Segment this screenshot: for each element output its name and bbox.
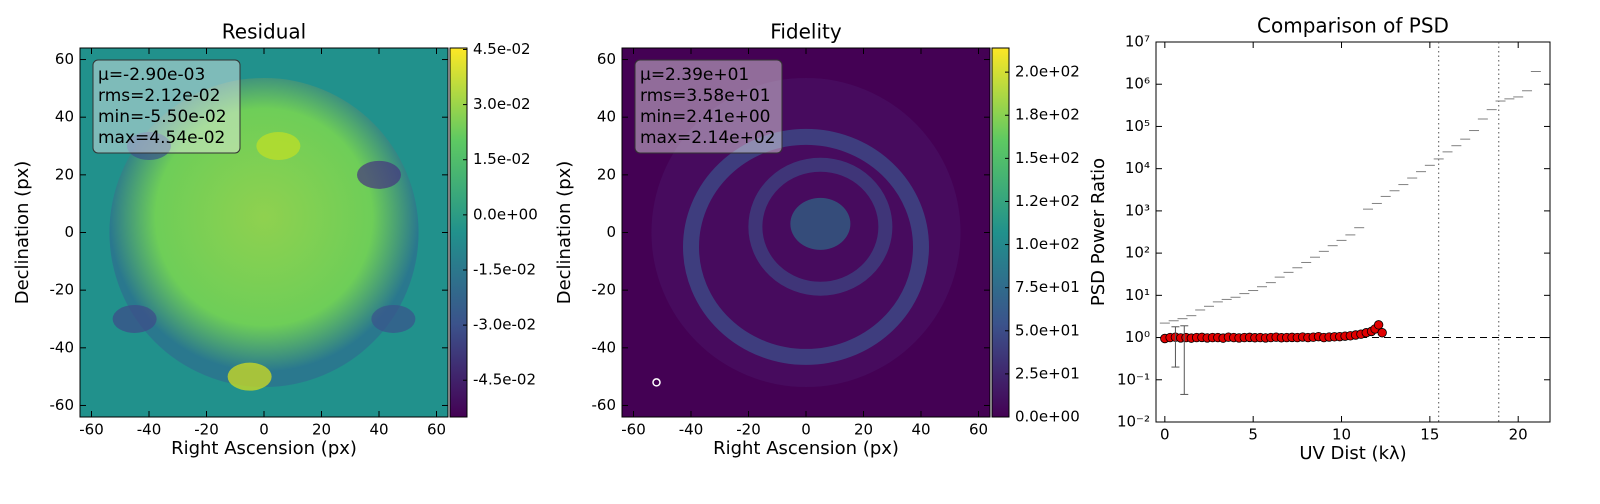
y-tick-label: 10⁶: [1125, 75, 1150, 93]
x-tick-label: 60: [427, 421, 446, 439]
colorbar-tick-label: 5.0e+01: [1015, 321, 1080, 339]
chart-title: Residual: [222, 20, 306, 44]
y-tick-label: -60: [50, 396, 75, 414]
x-tick-label: 0: [259, 421, 269, 439]
colorbar-tick-label: 2.5e+01: [1015, 364, 1080, 382]
y-tick-label: 40: [597, 108, 616, 126]
x-tick-label: 15: [1420, 426, 1439, 444]
x-tick-label: 20: [312, 421, 331, 439]
y-axis-label: PSD Power Ratio: [1088, 158, 1109, 306]
plot-frame: [79, 47, 449, 418]
y-tick-label: 0: [606, 223, 616, 241]
point: [1377, 328, 1387, 338]
stats-text: rms=2.12e-02: [98, 86, 220, 106]
colorbar-tick-label: 0.0e+00: [1015, 408, 1080, 426]
x-axis-label: UV Dist (kλ): [1299, 443, 1406, 464]
heatmap-image: [112, 304, 157, 333]
heatmap-image: [227, 362, 272, 391]
beam: [652, 378, 661, 387]
chart-title: Comparison of PSD: [1257, 14, 1449, 38]
y-tick-label: 10⁻¹: [1117, 370, 1150, 388]
y-axis-label: Declination (px): [554, 161, 575, 305]
x-tick-label: -40: [679, 421, 704, 439]
y-tick-label: 20: [55, 165, 74, 183]
x-tick-label: -20: [194, 421, 219, 439]
stats-text: min=2.41e+00: [640, 107, 771, 127]
x-tick-label: 10: [1332, 426, 1351, 444]
x-tick-label: 20: [854, 421, 873, 439]
y-tick-label: 10⁷: [1125, 33, 1150, 51]
y-tick-label: 40: [55, 108, 74, 126]
colorbar-tick-label: 2.0e+02: [1015, 63, 1080, 81]
heatmap-image: [790, 197, 851, 250]
heatmap-image: [256, 132, 301, 161]
x-tick-label: 0: [1160, 426, 1170, 444]
y-tick-label: -20: [592, 281, 617, 299]
stats-box-bg: [92, 59, 241, 154]
heatmap-image: [357, 160, 401, 189]
heatmap-image: [683, 128, 929, 365]
y-tick-label: 10¹: [1125, 286, 1150, 304]
y-tick-label: 0: [64, 223, 74, 241]
y-tick-label: 10⁵: [1125, 117, 1150, 135]
point: [1373, 320, 1384, 330]
stats-box-bg: [634, 59, 783, 154]
colorbar-tick-label: -1.5e-02: [473, 260, 536, 278]
colorbar-tick-label: 3.0e-02: [473, 95, 531, 113]
heatmap-image: [371, 304, 416, 333]
colorbar-tick-label: 1.8e+02: [1015, 106, 1080, 124]
y-tick-label: 10³: [1125, 201, 1150, 219]
y-tick-label: 60: [55, 50, 74, 68]
x-tick-label: 20: [1509, 426, 1528, 444]
y-tick-label: -20: [50, 281, 75, 299]
x-tick-label: 40: [911, 421, 930, 439]
x-tick-label: 0: [801, 421, 811, 439]
heatmap-image: [748, 157, 893, 296]
plot-frame: [1155, 41, 1551, 423]
colorbar: [449, 47, 468, 418]
stats-text: max=2.14e+02: [640, 128, 775, 148]
stats-text: max=4.54e-02: [98, 128, 225, 148]
x-tick-label: -20: [736, 421, 761, 439]
plot-frame: [621, 47, 991, 418]
stats-box: μ=-2.90e-03rms=2.12e-02min=-5.50e-02max=…: [92, 59, 241, 154]
x-axis-label: Right Ascension (px): [713, 438, 899, 459]
heatmap-image: [109, 77, 419, 388]
stats-text: min=-5.50e-02: [98, 107, 227, 127]
colorbar: [991, 47, 1010, 418]
x-axis-label: Right Ascension (px): [171, 438, 357, 459]
stats-text: μ=-2.90e-03: [98, 65, 205, 85]
y-tick-label: 10⁰: [1125, 328, 1150, 346]
y-axis-label: Declination (px): [12, 161, 33, 305]
colorbar-tick-label: 1.0e+02: [1015, 235, 1080, 253]
colorbar-tick-label: 4.5e-02: [473, 40, 531, 58]
x-tick-label: -60: [621, 421, 646, 439]
y-tick-label: -40: [50, 338, 75, 356]
stats-text: μ=2.39e+01: [640, 65, 749, 85]
colorbar-tick-label: 1.5e+02: [1015, 149, 1080, 167]
y-tick-label: 10²: [1125, 244, 1150, 262]
colorbar-tick-label: 7.5e+01: [1015, 278, 1080, 296]
x-tick-label: -60: [79, 421, 104, 439]
stats-box: μ=2.39e+01rms=3.58e+01min=2.41e+00max=2.…: [634, 59, 783, 154]
colorbar-tick-label: 1.5e-02: [473, 150, 531, 168]
colorbar-tick-label: -4.5e-02: [473, 371, 536, 389]
stats-text: rms=3.58e+01: [640, 86, 771, 106]
y-tick-label: -60: [592, 396, 617, 414]
x-tick-label: 5: [1248, 426, 1258, 444]
colorbar-tick-label: 0.0e+00: [473, 205, 538, 223]
y-tick-label: 10⁴: [1125, 159, 1150, 177]
colorbar-tick-label: -3.0e-02: [473, 316, 536, 334]
y-tick-label: 20: [597, 165, 616, 183]
y-tick-label: -40: [592, 338, 617, 356]
x-tick-label: -40: [137, 421, 162, 439]
y-tick-label: 60: [597, 50, 616, 68]
y-tick-label: 10⁻²: [1117, 413, 1150, 431]
chart-title: Fidelity: [770, 20, 842, 44]
x-tick-label: 60: [969, 421, 988, 439]
colorbar-tick-label: 1.2e+02: [1015, 192, 1080, 210]
x-tick-label: 40: [369, 421, 388, 439]
